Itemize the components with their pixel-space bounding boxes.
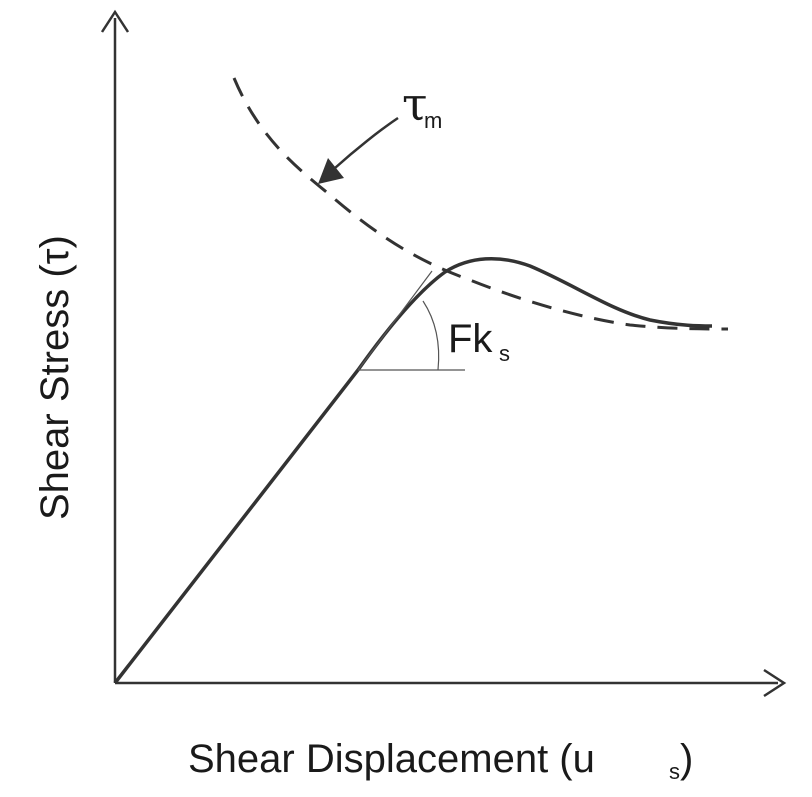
tau-m-subscript: m [424, 108, 442, 133]
y-axis-arrowhead [100, 9, 130, 33]
slope-tangent-line [357, 270, 433, 371]
x-axis-label-subscript: s [669, 759, 680, 784]
x-axis-arrowhead [763, 668, 787, 698]
x-axis-label: Shear Displacement (u [188, 737, 595, 781]
tau-m-arrowhead [318, 158, 344, 184]
slope-angle-arc [422, 300, 440, 371]
x-axis-label-close: ) [680, 737, 693, 781]
y-axis-label: Shear Stress (τ) [33, 235, 77, 520]
peak-strength-envelope-dashed [232, 77, 729, 331]
slope-subscript: s [499, 341, 510, 366]
tau-m-symbol: τ [402, 77, 427, 131]
slope-label: Fk [448, 317, 493, 361]
tau-m-leader-line [334, 116, 399, 169]
stress-displacement-curve [113, 257, 713, 685]
